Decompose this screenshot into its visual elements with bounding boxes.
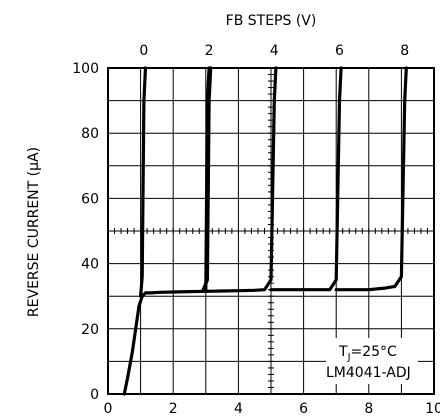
series-line-2 bbox=[200, 66, 213, 293]
annotation: TJ=25°C LM4041-ADJ bbox=[326, 338, 418, 384]
x-tick-label: 0 bbox=[104, 401, 113, 417]
annotation-t: T bbox=[338, 344, 348, 360]
annotation-line1: TJ=25°C bbox=[338, 344, 397, 363]
y-tick-label: 80 bbox=[81, 126, 99, 142]
y-tick-label: 60 bbox=[81, 191, 99, 207]
x-tick-label: 4 bbox=[234, 401, 243, 417]
y-tick-label: 20 bbox=[81, 322, 99, 338]
annotation-temp: =25°C bbox=[351, 344, 398, 360]
y-tick-labels: 0 20 40 60 80 100 bbox=[72, 61, 99, 403]
annotation-box bbox=[326, 338, 418, 384]
top-tick-label: 8 bbox=[400, 43, 409, 59]
top-tick-label: 2 bbox=[205, 43, 214, 59]
plot-frame bbox=[107, 67, 435, 395]
x-tick-label: 6 bbox=[299, 401, 308, 417]
series-line-5 bbox=[334, 66, 408, 292]
top-axis-label: FB STEPS (V) bbox=[226, 13, 317, 29]
x-tick-label: 8 bbox=[364, 401, 373, 417]
top-tick-label: 0 bbox=[139, 43, 148, 59]
annotation-t-sub: J bbox=[347, 352, 351, 363]
x-tick-label: 10 bbox=[425, 401, 440, 417]
top-tick-label: 6 bbox=[335, 43, 344, 59]
annotation-line2: LM4041-ADJ bbox=[326, 365, 411, 381]
top-tick-labels: 0 2 4 6 8 bbox=[139, 43, 409, 59]
y-tick-label: 40 bbox=[81, 257, 99, 273]
y-tick-label: 100 bbox=[72, 61, 99, 77]
series-lines bbox=[122, 66, 408, 396]
series-line-4 bbox=[269, 66, 343, 292]
series-line-1 bbox=[139, 66, 148, 298]
x-tick-label: 2 bbox=[169, 401, 178, 417]
x-tick-labels: 0 2 4 6 8 10 bbox=[104, 401, 440, 417]
top-tick-label: 4 bbox=[270, 43, 279, 59]
y-axis-label: REVERSE CURRENT (μA) bbox=[26, 147, 42, 317]
y-tick-label: 0 bbox=[90, 387, 99, 403]
series-line-3 bbox=[204, 66, 278, 293]
